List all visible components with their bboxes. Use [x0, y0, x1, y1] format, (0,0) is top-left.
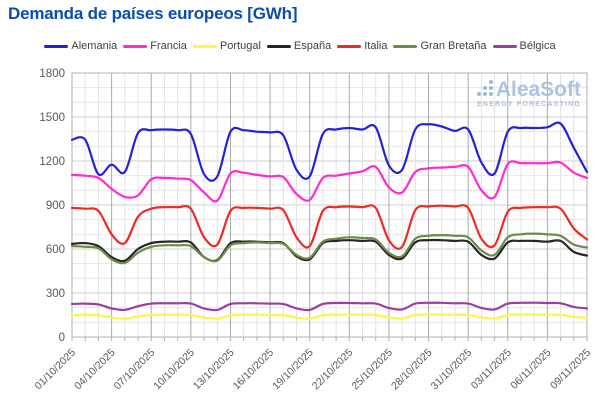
legend-label: Bélgica	[519, 40, 556, 52]
y-axis-label: 900	[46, 200, 65, 212]
y-axis-label: 1500	[39, 112, 65, 124]
series-line-italia	[70, 204, 589, 250]
watermark-name: AleaSoft	[495, 78, 581, 101]
x-axis-label: 09/11/2025	[548, 347, 593, 392]
legend-item-italia: Italia	[337, 40, 387, 52]
series-lines	[70, 121, 589, 320]
x-axis-label: 25/10/2025	[349, 347, 395, 393]
watermark: AleaSoft ENERGY FORECASTING	[429, 79, 581, 108]
legend-swatch-belgica	[492, 44, 517, 48]
page-title: Demanda de países europeos [GWh]	[8, 4, 298, 23]
y-axis-labels: 0 300 600 900 1200 1500 1800	[39, 68, 65, 344]
watermark-row: AleaSoft	[429, 79, 581, 100]
y-axis-label: 1800	[39, 68, 65, 80]
x-axis-label: 22/10/2025	[310, 347, 356, 393]
legend-label: Portugal	[219, 40, 261, 52]
x-axis-labels: 01/10/202504/10/202507/10/202510/10/2025…	[32, 347, 593, 393]
legend-swatch-portugal	[192, 44, 217, 48]
series-line-belgica	[70, 301, 589, 312]
series-line-espana	[70, 238, 589, 263]
x-axis-label: 28/10/2025	[389, 347, 435, 393]
x-axis-label: 16/10/2025	[231, 347, 277, 393]
x-axis-label: 10/10/2025	[151, 347, 197, 393]
legend-item-alemania: Alemania	[44, 40, 117, 52]
gridlines	[72, 73, 587, 337]
legend-item-portugal: Portugal	[192, 40, 261, 52]
legend: Alemania Francia Portugal España Italia Gran …	[0, 40, 600, 52]
x-axis-label: 07/10/2025	[112, 347, 158, 393]
legend-label: Alemania	[71, 40, 118, 52]
legend-swatch-gran-bretana	[393, 44, 418, 48]
watermark-tagline: ENERGY FORECASTING	[477, 101, 581, 108]
y-axis-label: 0	[59, 332, 65, 344]
legend-label: Francia	[150, 40, 187, 52]
x-axis-label: 04/10/2025	[72, 347, 118, 393]
x-axis-label: 06/11/2025	[508, 347, 553, 392]
legend-label: Gran Bretaña	[420, 40, 487, 52]
x-axis-label: 19/10/2025	[270, 347, 316, 393]
x-axis-label: 13/10/2025	[191, 347, 237, 393]
y-axis-label: 300	[46, 288, 65, 300]
legend-label: España	[293, 40, 332, 52]
legend-item-gran-bretana: Gran Bretaña	[393, 40, 487, 52]
legend-swatch-espana	[266, 44, 291, 48]
legend-item-belgica: Bélgica	[492, 40, 556, 52]
series-line-gran-bretana	[70, 232, 589, 265]
legend-swatch-francia	[123, 44, 148, 48]
legend-item-francia: Francia	[123, 40, 187, 52]
series-line-alemania	[70, 121, 589, 182]
legend-item-espana: España	[266, 40, 332, 52]
legend-label: Italia	[364, 40, 388, 52]
series-line-francia	[70, 160, 589, 203]
x-axis-label: 03/11/2025	[469, 347, 514, 392]
legend-swatch-alemania	[44, 44, 69, 48]
x-axis-label: 31/10/2025	[429, 347, 475, 393]
y-axis-label: 1200	[39, 156, 65, 168]
legend-swatch-italia	[337, 44, 362, 48]
aleasoft-logo-icon	[476, 80, 493, 100]
axes	[71, 72, 588, 341]
y-axis-label: 600	[46, 244, 65, 256]
series-line-portugal	[70, 313, 589, 320]
x-axis-label: 01/10/2025	[32, 347, 78, 393]
plot-border	[71, 72, 588, 338]
